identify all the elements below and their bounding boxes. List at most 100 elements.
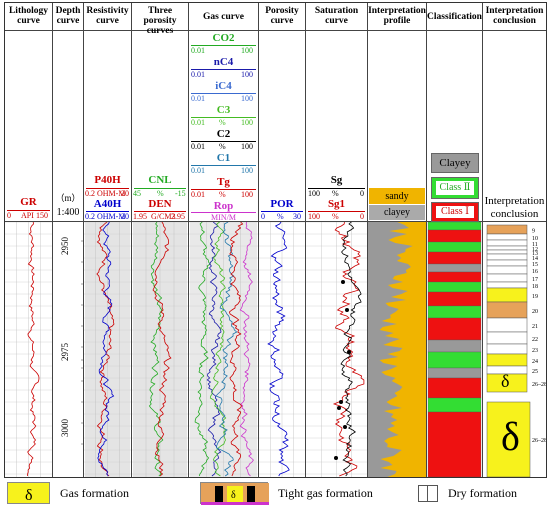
sg1-max: 0 bbox=[360, 212, 364, 221]
c3-unit: % bbox=[219, 118, 226, 127]
p40h-rule bbox=[86, 188, 129, 189]
layer-number: 15 bbox=[532, 262, 538, 268]
depth-tick-label: 2950 bbox=[60, 237, 70, 256]
rop-label: Rop bbox=[213, 200, 234, 212]
layer-number: 10 bbox=[532, 236, 538, 242]
class-band bbox=[427, 229, 482, 243]
tg-curve bbox=[228, 222, 244, 477]
header-classification: Classification bbox=[427, 12, 482, 22]
tg-max: 100 bbox=[241, 190, 253, 199]
den-curve bbox=[152, 222, 172, 477]
depth-tick-label: 3000 bbox=[60, 419, 70, 438]
header-gas: Gas curve bbox=[203, 12, 244, 22]
legend-dry-label: Dry formation bbox=[448, 486, 517, 500]
layer-number: 18 bbox=[532, 284, 538, 290]
conclusion-layer bbox=[486, 301, 528, 319]
class-band bbox=[427, 317, 482, 341]
tg-rule bbox=[191, 189, 256, 190]
class-band bbox=[427, 377, 482, 399]
depth-scale: 1:400 bbox=[56, 207, 80, 218]
sg-rule bbox=[308, 188, 365, 189]
gas-symbol-icon: δ bbox=[501, 371, 509, 391]
rop-rule bbox=[191, 212, 256, 213]
sg-label: Sg bbox=[330, 174, 343, 186]
conclusion-layer bbox=[486, 343, 528, 355]
class-band bbox=[427, 339, 482, 353]
por-label: POR bbox=[270, 198, 294, 210]
sg1-label: Sg1 bbox=[327, 198, 346, 210]
divider bbox=[52, 3, 53, 477]
layer-number: 23 bbox=[532, 348, 538, 354]
den-min: 1.95 bbox=[133, 212, 147, 221]
sg1-min: 100 bbox=[308, 212, 320, 221]
legend-tight-label: Tight gas formation bbox=[278, 486, 373, 500]
sg-unit: % bbox=[332, 189, 339, 198]
layer-number: 26–28 bbox=[532, 382, 546, 388]
ic4-max: 100 bbox=[241, 94, 253, 103]
den-max: 2.95 bbox=[171, 212, 185, 221]
divider bbox=[83, 3, 84, 477]
conclusion-layer bbox=[486, 239, 528, 247]
layer-number: 25 bbox=[532, 369, 538, 375]
divider bbox=[305, 3, 306, 477]
p40h-label: P40H bbox=[94, 174, 121, 186]
co2-max: 100 bbox=[241, 46, 253, 55]
layer-number: 17 bbox=[532, 277, 538, 283]
class1-label: Class Ⅰ bbox=[440, 206, 470, 217]
den-label: DEN bbox=[148, 198, 172, 210]
class1-box bbox=[435, 205, 475, 219]
divider bbox=[367, 3, 368, 477]
class-band bbox=[427, 397, 482, 413]
c3-label: C3 bbox=[216, 104, 231, 116]
den-unit: G/CM3 bbox=[151, 212, 176, 221]
header-conclusion: Interpretation conclusion bbox=[485, 6, 544, 26]
conclusion-layer bbox=[486, 249, 528, 255]
cnl-max: -15 bbox=[175, 189, 186, 198]
header-three-porosity: Three porosity curves bbox=[143, 6, 177, 36]
cnl-label: CNL bbox=[148, 174, 172, 186]
conclusion-layer bbox=[486, 353, 528, 367]
a40h-max: 20 bbox=[121, 212, 129, 221]
class-band bbox=[427, 222, 482, 231]
class2-box bbox=[435, 180, 475, 196]
gr-curve bbox=[27, 222, 40, 477]
conclusion-layer bbox=[486, 281, 528, 289]
ic4-label: iC4 bbox=[215, 80, 232, 92]
gas-symbol-icon: δ bbox=[25, 487, 33, 504]
header-rule bbox=[5, 30, 546, 31]
c3-rule bbox=[191, 117, 256, 118]
por-max: 30 bbox=[293, 212, 301, 221]
gr-rule bbox=[7, 210, 50, 211]
conclusion-layer bbox=[486, 273, 528, 283]
conclusion-layer bbox=[486, 224, 528, 235]
clayey-swatch bbox=[369, 205, 425, 220]
log-panel: Lithology curve Depth curve Resistivity … bbox=[4, 2, 547, 478]
sandy-label: sandy bbox=[385, 191, 409, 202]
ic4-rule bbox=[191, 93, 256, 94]
c1-label: C1 bbox=[216, 152, 231, 164]
tg-min: 0.01 bbox=[191, 190, 205, 199]
cnl-unit: % bbox=[157, 189, 164, 198]
den-rule bbox=[134, 211, 186, 212]
nc4-max: 100 bbox=[241, 70, 253, 79]
c2-max: 100 bbox=[241, 142, 253, 151]
layer-number: 16 bbox=[532, 269, 538, 275]
rop-curve bbox=[239, 222, 254, 477]
conclusion-layer bbox=[486, 331, 528, 345]
nc4-curve bbox=[206, 222, 222, 477]
sg-point bbox=[345, 308, 349, 312]
legend-gas-label: Gas formation bbox=[60, 486, 129, 500]
gas-symbol-icon: δ bbox=[501, 414, 520, 459]
layer-number: 24 bbox=[532, 359, 538, 365]
conclusion-layer bbox=[486, 253, 528, 261]
class-band bbox=[427, 305, 482, 319]
sandy-swatch bbox=[369, 188, 425, 204]
a40h-unit: OHM-M bbox=[97, 212, 126, 221]
divider bbox=[258, 3, 259, 477]
sg1-unit: % bbox=[332, 212, 339, 221]
cnl-rule bbox=[134, 188, 186, 189]
divider bbox=[426, 3, 427, 477]
sg-point bbox=[341, 280, 345, 284]
depth-unit: （m） bbox=[55, 193, 81, 203]
